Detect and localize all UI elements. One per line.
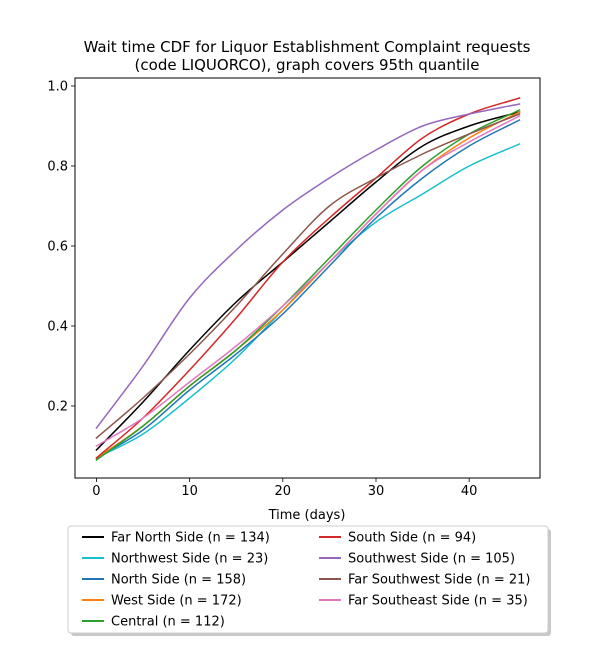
legend-label: Northwest Side (n = 23)	[111, 552, 268, 567]
x-axis: 0 10 20 30 40	[92, 478, 477, 499]
series-line	[95, 97, 521, 460]
y-tick-label: 1.0	[47, 80, 68, 95]
y-tick-label: 0.8	[47, 160, 68, 175]
legend-label: North Side (n = 158)	[111, 573, 246, 588]
y-tick-label: 0.4	[47, 320, 68, 335]
x-tick-label: 40	[461, 484, 478, 499]
plot-area-frame	[74, 77, 541, 479]
x-tick-label: 30	[368, 484, 385, 499]
series-line	[95, 103, 521, 430]
chart-title-line-1: Wait time CDF for Liquor Establishment C…	[84, 38, 531, 56]
series-line	[95, 118, 521, 460]
legend-box	[67, 525, 549, 634]
x-axis-label: Time (days)	[268, 508, 346, 523]
legend-label: Far Southwest Side (n = 21)	[348, 573, 530, 588]
legend-label: Far Southeast Side (n = 35)	[348, 594, 528, 609]
y-axis: 0.2 0.4 0.6 0.8 1.0	[47, 80, 75, 415]
y-tick-label: 0.6	[47, 240, 68, 255]
x-tick-label: 10	[181, 484, 198, 499]
series-line	[95, 109, 521, 462]
x-tick-label: 0	[92, 484, 100, 499]
legend-label: Central (n = 112)	[111, 615, 225, 630]
legend-label: South Side (n = 94)	[348, 531, 476, 546]
chart-title-line-2: (code LIQUORCO), graph covers 95th quant…	[135, 56, 480, 74]
legend: Far North Side (n = 134) Northwest Side (…	[67, 525, 551, 636]
legend-label: Far North Side (n = 134)	[111, 531, 270, 546]
plot-series-group	[95, 97, 521, 462]
series-line	[95, 114, 521, 448]
x-tick-label: 20	[275, 484, 292, 499]
legend-items: Far North Side (n = 134) Northwest Side (…	[82, 531, 530, 630]
legend-label: Southwest Side (n = 105)	[348, 552, 515, 567]
series-line	[95, 113, 521, 440]
y-tick-label: 0.2	[47, 400, 68, 415]
legend-label: West Side (n = 172)	[111, 594, 242, 609]
